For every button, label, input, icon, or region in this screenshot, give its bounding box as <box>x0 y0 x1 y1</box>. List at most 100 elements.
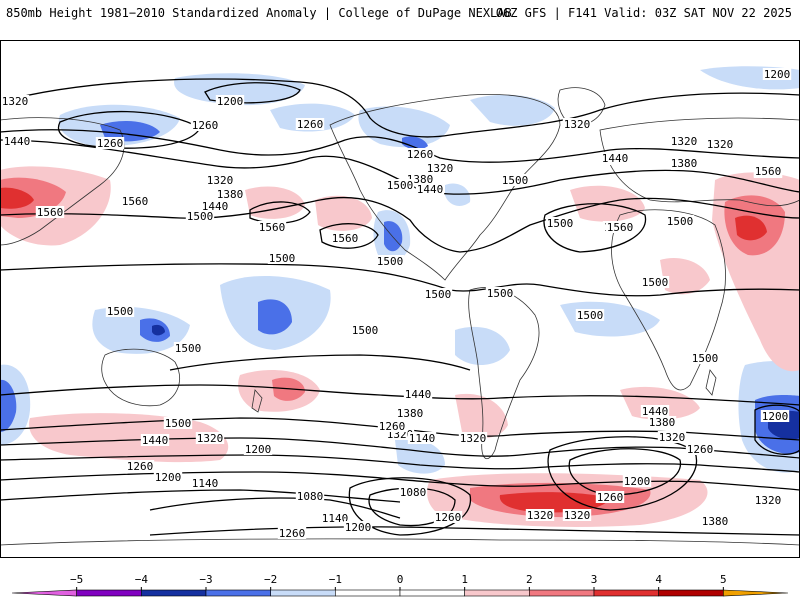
colorbar-tick-label: −5 <box>70 573 83 586</box>
label-1200-southern-ocean-2: 1200 <box>345 521 372 534</box>
label-1440-north-atlantic: 1440 <box>602 152 629 165</box>
colorbar-tick-label: −2 <box>264 573 277 586</box>
label-1320-canada: 1320 <box>427 162 454 175</box>
contour-1320-south <box>0 454 800 473</box>
anomaly-pos-3-middle-east <box>735 215 767 241</box>
label-1260-canada: 1260 <box>407 148 434 161</box>
label-1200-north-atlantic: 1200 <box>764 68 791 81</box>
anomaly-neg-1-north-pacific <box>174 73 305 106</box>
label-1440-australia-south: 1440 <box>142 434 169 447</box>
colorbar-tick-label: 3 <box>591 573 598 586</box>
label-1560-central-pacific: 1560 <box>332 232 359 245</box>
anomaly-neg-2-equatorial-pacific <box>258 299 292 335</box>
anomaly-neg-2-alaska <box>402 136 428 150</box>
label-1560-west-pacific: 1560 <box>259 221 286 234</box>
label-1080-southern-ocean: 1080 <box>297 490 324 503</box>
colorbar-tick-label: −3 <box>199 573 212 586</box>
label-1320-west-edge: 1320 <box>2 95 29 108</box>
colorbar-swatch-5 <box>335 589 401 597</box>
contour-1200-south <box>0 489 401 503</box>
contour-1500-south-pacific <box>169 354 471 371</box>
label-1200-southern-ocean: 1200 <box>155 471 182 484</box>
contour-labels: 1200 1200 1320 1260 1260 1440 1260 1320 … <box>0 68 792 540</box>
label-1560-north-africa: 1560 <box>607 221 634 234</box>
coastline-north-america <box>329 94 561 281</box>
label-1380-greenland: 1380 <box>671 157 698 170</box>
contour-1500-equator <box>0 263 800 297</box>
colorbar-swatch-2 <box>141 589 207 597</box>
label-1500-south-pacific: 1500 <box>352 324 379 337</box>
label-1320-argentina: 1320 <box>460 432 487 445</box>
label-1260-south-africa: 1260 <box>687 443 714 456</box>
label-1320-weddell-2: 1320 <box>564 509 591 522</box>
label-1500-tasman: 1500 <box>165 417 192 430</box>
coastline-asia-west <box>0 117 125 246</box>
colorbar-swatch-1 <box>76 589 142 597</box>
colorbar-swatches <box>11 589 789 597</box>
label-1260-bering: 1260 <box>97 137 124 150</box>
contour-1260-low-south-atlantic <box>547 436 698 511</box>
label-1140-southern-ocean-2: 1140 <box>322 512 349 525</box>
colorbar-swatch-10 <box>658 589 724 597</box>
contour-1200-south-indian-low <box>754 404 800 455</box>
anomaly-pos-3-weddell <box>499 492 610 513</box>
label-1500-tropical-pacific-2: 1500 <box>377 255 404 268</box>
label-1200-east-low: 1200 <box>762 410 789 423</box>
coastline-new-zealand <box>251 389 263 413</box>
label-1500-africa: 1500 <box>577 309 604 322</box>
colorbar-tick-label: −4 <box>135 573 149 586</box>
label-1500-sahara: 1500 <box>642 276 669 289</box>
label-1560-china: 1560 <box>37 206 64 219</box>
label-1320-australia-south: 1320 <box>197 432 224 445</box>
label-1440-pacific: 1440 <box>202 200 229 213</box>
label-1500-sahel: 1500 <box>425 288 452 301</box>
map-title: 850mb Height 1981−2010 Standardized Anom… <box>6 6 512 20</box>
colorbar-tick-label: 0 <box>397 573 404 586</box>
height-contours <box>0 78 800 536</box>
colorbar-tick-label: 5 <box>720 573 727 586</box>
label-1320-east-edge: 1320 <box>755 494 782 507</box>
contour-1200-low-south-atlantic <box>568 448 681 496</box>
anomaly-neg-1-southern-ocean <box>395 438 445 474</box>
colorbar: −5 −4 −3 −2 −1 0 1 2 3 4 5 <box>11 573 789 597</box>
contour-1140-antarctic <box>149 526 800 536</box>
anomaly-pos-1-sahara <box>660 258 710 295</box>
label-1260-australia-south: 1260 <box>127 460 154 473</box>
label-1320-north-pacific: 1320 <box>207 174 234 187</box>
colorbar-swatch-8 <box>529 589 595 597</box>
label-1380-south-africa: 1380 <box>649 416 676 429</box>
coastline-antarctica <box>0 538 800 546</box>
coastline-madagascar <box>705 369 717 396</box>
label-1140-south-pacific: 1140 <box>409 432 436 445</box>
coastlines <box>0 87 800 546</box>
label-1320-greenland: 1320 <box>671 135 698 148</box>
label-1200-north-pacific: 1200 <box>217 95 244 108</box>
anomaly-pos-1-south-africa <box>620 386 700 420</box>
contour-1380-south <box>0 437 800 459</box>
contour-1500-north <box>0 196 800 253</box>
label-1440-canada: 1440 <box>417 183 444 196</box>
label-1500-canada: 1500 <box>387 179 414 192</box>
contour-1320-north <box>0 78 800 138</box>
anomaly-neg-1-brazil <box>455 326 510 366</box>
colorbar-swatch-0 <box>11 589 77 597</box>
label-1560-east-asia: 1560 <box>122 195 149 208</box>
coastline-greenland <box>557 87 606 127</box>
colorbar-swatch-4 <box>270 589 336 597</box>
label-1260-south-atlantic: 1260 <box>435 511 462 524</box>
label-1380-south-pacific: 1380 <box>397 407 424 420</box>
anomaly-neg-2-west-edge-south <box>0 379 17 432</box>
label-1320-europe: 1320 <box>707 138 734 151</box>
label-1500-south-atlantic: 1500 <box>692 352 719 365</box>
label-1260-alaska: 1260 <box>297 118 324 131</box>
anomaly-neg-1-hudson <box>470 94 555 126</box>
label-1500-india: 1500 <box>487 287 514 300</box>
coastline-europe-asia <box>599 117 800 207</box>
colorbar-tick-label: 2 <box>526 573 533 586</box>
label-1320-weddell: 1320 <box>527 509 554 522</box>
label-1200-australia-south: 1200 <box>245 443 272 456</box>
anomaly-pos-3-east-asia <box>0 187 34 209</box>
label-1500-atlantic: 1500 <box>667 215 694 228</box>
colorbar-swatch-6 <box>399 589 465 597</box>
coastline-australia <box>101 348 180 407</box>
